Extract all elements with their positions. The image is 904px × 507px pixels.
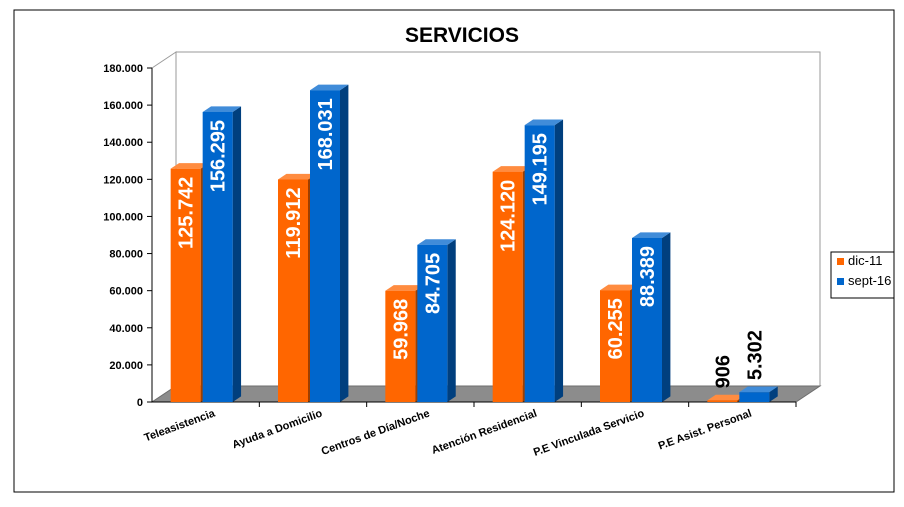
y-tick-label: 180.000 — [103, 63, 143, 75]
data-label: 60.255 — [605, 298, 627, 359]
bar-front — [417, 244, 448, 402]
legend-label: dic-11 — [848, 253, 882, 268]
bar-front — [600, 290, 630, 402]
bar-side — [232, 106, 242, 402]
data-label: 156.295 — [208, 120, 230, 192]
data-label: 125.742 — [176, 177, 198, 249]
bar-front — [278, 179, 308, 402]
bar-top — [600, 284, 639, 291]
y-tick-label: 0 — [137, 397, 143, 409]
data-label: 84.705 — [422, 253, 444, 314]
y-tick-label: 160.000 — [103, 100, 143, 112]
bar-top — [524, 119, 564, 126]
legend-label: sept-16 — [848, 273, 891, 288]
chart-title: SERVICIOS — [405, 24, 519, 47]
y-tick-label: 40.000 — [109, 323, 143, 335]
bar-front — [492, 171, 523, 402]
bar-top — [278, 173, 317, 180]
bar-top — [492, 166, 532, 172]
bar-front — [707, 400, 738, 402]
legend-swatch — [837, 258, 844, 265]
data-label: 88.389 — [637, 246, 659, 307]
legend: dic-11 sept-16 — [830, 251, 895, 299]
y-tick-label: 80.000 — [109, 249, 143, 261]
bar-front — [385, 290, 416, 402]
bar-side — [769, 386, 778, 402]
bar-front — [202, 111, 233, 402]
bar-top — [310, 84, 349, 91]
legend-swatch — [837, 278, 844, 285]
data-label: 906 — [712, 355, 734, 388]
y-tick-label: 120.000 — [103, 174, 143, 186]
bar-front — [632, 237, 662, 402]
bar-front — [310, 90, 340, 403]
bars: 125.742 156.295 119.912 168.031 59.968 84.705… — [170, 84, 778, 403]
y-tick-label: 20.000 — [109, 360, 143, 372]
bar-top — [632, 232, 671, 238]
plot-walls — [150, 51, 822, 403]
bar-side — [447, 239, 456, 402]
data-label: 119.912 — [283, 187, 305, 258]
y-tick-label: 60.000 — [109, 286, 143, 298]
bar-top — [707, 394, 746, 401]
bar-top — [417, 239, 456, 245]
bar-side — [662, 232, 671, 402]
bar-top — [202, 106, 242, 112]
bar-top — [385, 285, 424, 291]
bar-front — [524, 125, 555, 402]
bar-front — [170, 168, 201, 402]
data-label: 5.302 — [744, 330, 766, 380]
bar-top — [170, 163, 210, 169]
data-label: 168.031 — [315, 98, 337, 170]
data-label: 149.195 — [530, 133, 552, 205]
bar-top — [739, 386, 778, 393]
bar-front — [739, 392, 770, 402]
data-label: 59.968 — [390, 299, 412, 360]
bar-side — [554, 119, 564, 402]
y-tick-label: 140.000 — [103, 137, 143, 149]
y-tick-label: 100.000 — [103, 211, 143, 223]
data-label: 124.120 — [498, 180, 520, 252]
bar-side — [340, 84, 349, 403]
